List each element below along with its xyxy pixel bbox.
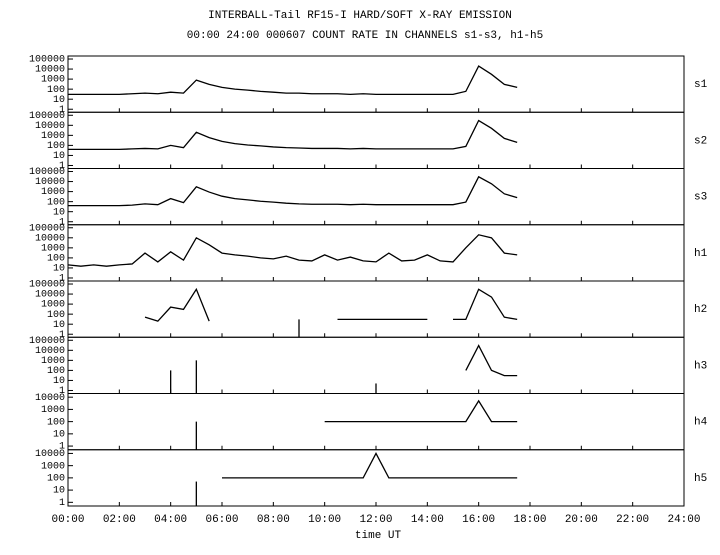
y-tick-label: 100000 — [29, 55, 65, 66]
series-line — [222, 452, 518, 479]
y-tick-label: 100 — [47, 417, 65, 428]
y-tick-label: 10 — [53, 320, 65, 331]
y-tick-label: 100 — [47, 254, 65, 265]
series-line — [68, 119, 518, 151]
x-tick-label: 16:00 — [462, 514, 495, 526]
x-tick-label: 00:00 — [51, 514, 84, 526]
y-tick-label: 1000 — [41, 461, 65, 472]
panel-frame — [67, 280, 685, 338]
series-line — [67, 234, 518, 267]
y-tick-label: 100 — [47, 141, 65, 152]
panel-frame — [67, 449, 685, 507]
y-tick-label: 10 — [53, 151, 65, 162]
y-tick-label: 100000 — [29, 336, 65, 347]
panel-label: h4 — [694, 417, 708, 429]
y-tick-label: 1 — [59, 498, 65, 509]
y-tick-label: 100000 — [29, 167, 65, 178]
y-tick-label: 10000 — [35, 177, 65, 188]
x-axis-label: time UT — [355, 530, 402, 542]
x-tick-label: 20:00 — [565, 514, 598, 526]
y-tick-label: 10 — [53, 429, 65, 440]
panel-frame — [67, 224, 685, 282]
y-tick-label: 1000 — [41, 75, 65, 86]
y-tick-label: 10 — [53, 264, 65, 275]
y-tick-label: 100 — [47, 197, 65, 208]
panel-frame — [67, 168, 685, 226]
y-tick-label: 10 — [53, 376, 65, 387]
y-tick-label: 100 — [47, 474, 65, 485]
chart-subtitle: 00:00 24:00 000607 COUNT RATE IN CHANNEL… — [187, 30, 543, 42]
x-tick-label: 04:00 — [154, 514, 187, 526]
x-tick-label: 12:00 — [359, 514, 392, 526]
y-tick-label: 10000 — [35, 65, 65, 76]
y-tick-label: 1 — [59, 386, 65, 397]
panel-label: h3 — [694, 360, 707, 372]
y-tick-label: 10000 — [35, 346, 65, 357]
y-tick-label: 100000 — [29, 223, 65, 234]
y-tick-label: 100000 — [29, 280, 65, 291]
x-tick-label: 10:00 — [308, 514, 341, 526]
series-line — [144, 287, 210, 322]
series-line — [465, 344, 518, 377]
y-tick-label: 1000 — [41, 300, 65, 311]
panel-label: s2 — [694, 135, 707, 147]
panel-label: s1 — [694, 79, 708, 91]
y-tick-label: 1000 — [41, 131, 65, 142]
panel-frame — [67, 111, 685, 169]
y-tick-label: 1 — [59, 217, 65, 228]
chart-title: INTERBALL-Tail RF15-I HARD/SOFT X-RAY EM… — [208, 10, 512, 22]
y-tick-label: 1000 — [41, 405, 65, 416]
panel-label: h1 — [694, 248, 708, 260]
series-line — [68, 175, 518, 207]
y-tick-label: 1 — [59, 161, 65, 172]
x-tick-label: 06:00 — [205, 514, 238, 526]
y-tick-label: 1000 — [41, 356, 65, 367]
y-tick-label: 10000 — [35, 233, 65, 244]
y-tick-label: 1 — [59, 442, 65, 453]
y-tick-label: 10000 — [35, 449, 65, 460]
x-tick-label: 08:00 — [257, 514, 290, 526]
x-tick-label: 22:00 — [616, 514, 649, 526]
y-tick-label: 100000 — [29, 111, 65, 122]
y-tick-label: 10000 — [35, 290, 65, 301]
x-tick-label: 18:00 — [513, 514, 546, 526]
series-line — [453, 288, 518, 321]
y-tick-label: 100 — [47, 85, 65, 96]
panel-label: h5 — [694, 473, 707, 485]
y-tick-label: 1000 — [41, 187, 65, 198]
y-tick-label: 10000 — [35, 393, 65, 404]
panel-frame — [67, 55, 685, 113]
y-tick-label: 100 — [47, 310, 65, 321]
y-tick-label: 10 — [53, 486, 65, 497]
y-tick-label: 1 — [59, 105, 65, 116]
y-tick-label: 1000 — [41, 243, 65, 254]
panel-label: s3 — [694, 192, 707, 204]
y-tick-label: 10 — [53, 207, 65, 218]
x-tick-label: 14:00 — [411, 514, 444, 526]
y-tick-label: 100 — [47, 366, 65, 377]
panel-label: h2 — [694, 304, 707, 316]
x-tick-label: 02:00 — [103, 514, 136, 526]
y-tick-label: 1 — [59, 330, 65, 341]
series-line — [324, 399, 518, 423]
y-tick-label: 10000 — [35, 121, 65, 132]
x-tick-label: 24:00 — [667, 514, 700, 526]
y-tick-label: 10 — [53, 95, 65, 106]
y-tick-label: 1 — [59, 274, 65, 285]
series-line — [68, 65, 518, 96]
